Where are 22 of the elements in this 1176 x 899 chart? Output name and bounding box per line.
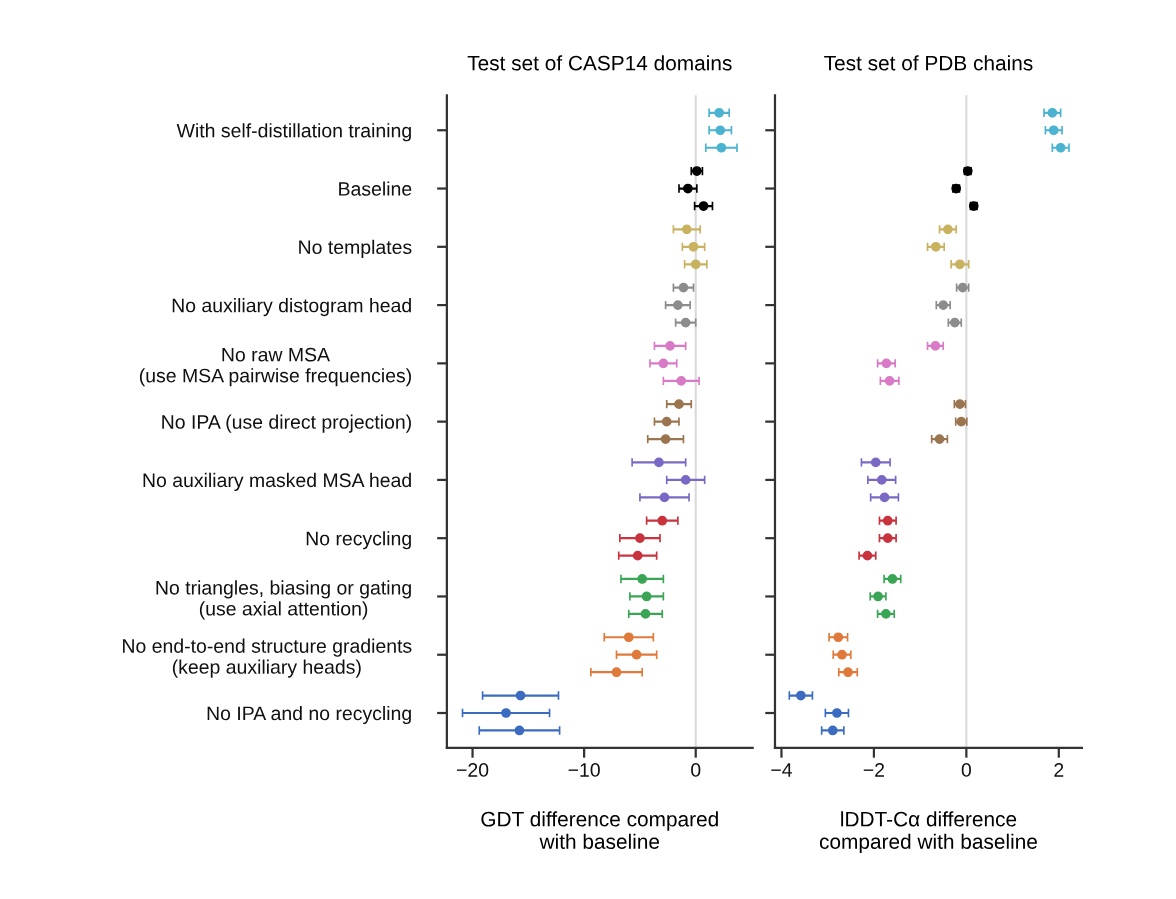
y-tick-label: Baseline: [339, 181, 412, 196]
y-tick-label: No auxiliary distogram head: [172, 298, 411, 317]
x-tick-label: −2: [863, 763, 885, 777]
x-tick-label: 2: [1054, 763, 1064, 777]
y-tick-label: No templates: [299, 239, 412, 258]
chart-title: Test set of CASP14 domains: [467, 55, 732, 71]
y-tick-label: No recycling: [306, 531, 411, 550]
x-tick-label: −4: [771, 763, 792, 777]
y-tick-label: With self-distillation training: [176, 123, 411, 142]
y-tick-label: No raw MSA (use MSA pairwise frequencies): [139, 347, 411, 387]
y-tick-label: No triangles, biasing or gating (use axial attention): [156, 580, 411, 620]
chart-title: Test set of PDB chains: [824, 55, 1033, 71]
x-tick-label: 0: [691, 763, 701, 777]
y-tick-label: No end-to-end structure gradients (keep auxiliary heads): [123, 638, 412, 678]
x-tick-label: −10: [568, 763, 600, 777]
y-tick-label: No IPA (use direct projection): [162, 414, 411, 433]
x-tick-label: 0: [961, 763, 971, 777]
x-axis-title: GDT difference compared with baseline: [481, 811, 718, 849]
y-tick-label: No auxiliary masked MSA head: [143, 472, 411, 491]
y-tick-label: No IPA and no recycling: [207, 705, 411, 725]
x-axis-title: lDDT-Cα difference compared with baseline: [819, 811, 1037, 854]
x-tick-label: −20: [457, 763, 489, 777]
